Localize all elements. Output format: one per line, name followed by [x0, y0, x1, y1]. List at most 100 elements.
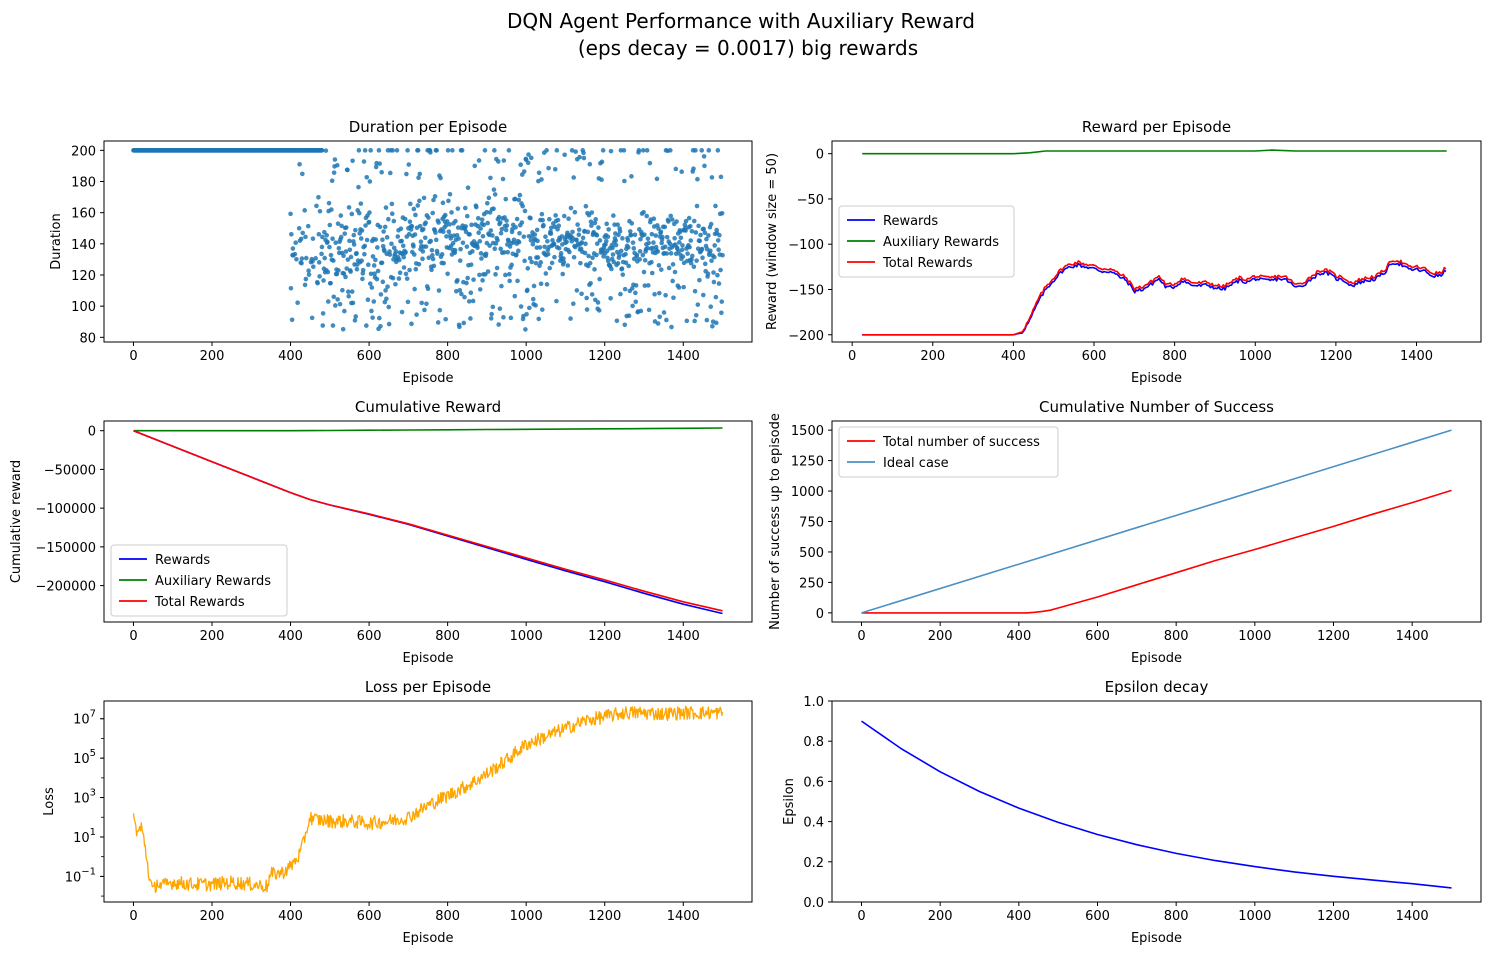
x-tick-label: 1200: [1317, 909, 1350, 924]
scatter-point: [464, 280, 469, 286]
scatter-point: [369, 308, 374, 314]
scatter-point: [504, 218, 509, 223]
scatter-point: [485, 269, 491, 274]
scatter-point: [325, 239, 330, 245]
scatter-point: [604, 221, 609, 227]
scatter-point: [476, 230, 481, 236]
y-tick-label: 0.0: [803, 896, 824, 911]
scatter-point: [292, 251, 298, 257]
scatter-point: [673, 166, 679, 172]
scatter-point: [411, 244, 416, 249]
legend-label: Total Rewards: [154, 595, 245, 610]
series-line-ideal-case: [861, 429, 1452, 614]
scatter-point: [490, 233, 495, 238]
axes-frame: [831, 700, 1482, 903]
scatter-point: [406, 231, 412, 237]
figure-title-line-2: (eps decay = 0.0017) big rewards: [578, 36, 918, 60]
scatter-point: [320, 234, 325, 240]
scatter-point: [539, 211, 545, 217]
y-tick-label: 500: [799, 546, 824, 561]
scatter-point: [696, 223, 701, 229]
x-tick-label: 1400: [1400, 349, 1433, 364]
scatter-point: [695, 176, 700, 182]
x-tick-label: 200: [200, 349, 225, 364]
scatter-point: [528, 215, 533, 221]
scatter-point: [335, 221, 341, 226]
scatter-point: [621, 148, 627, 153]
scatter-point: [498, 246, 503, 252]
scatter-point: [530, 296, 536, 302]
chart-panels: 0 200 400 600 800 1000 1200 1400 80 100 120 140 160 1…: [9, 118, 1482, 946]
scatter-point: [449, 210, 454, 215]
scatter-point: [596, 225, 601, 230]
scatter-point: [704, 236, 709, 242]
scatter-point: [386, 304, 392, 310]
scatter-point: [517, 230, 522, 236]
scatter-point: [419, 300, 425, 306]
scatter-point: [387, 252, 393, 257]
scatter-point: [371, 263, 377, 268]
scatter-point: [345, 257, 351, 262]
legend-label: Total number of success: [882, 435, 1040, 450]
scatter-point: [298, 236, 304, 242]
scatter-point: [715, 238, 721, 243]
scatter-point: [623, 251, 628, 257]
scatter-point: [479, 256, 484, 261]
x-tick-label: 400: [1006, 909, 1031, 924]
scatter-point: [571, 175, 577, 180]
scatter-point: [576, 232, 582, 237]
chart-reward: 0 200 400 600 800 1000 1200 1400 0 −50 −100 −150 −20…: [765, 118, 1482, 386]
scatter-point: [423, 244, 429, 249]
chart-epsilon: 0 200 400 600 800 1000 1200 1400 0.0 0.2 0.4 0.6 0.8…: [782, 678, 1482, 946]
scatter-point: [361, 159, 367, 164]
scatter-point: [368, 271, 374, 277]
scatter-point: [680, 254, 686, 259]
x-tick-label: 800: [1164, 629, 1189, 644]
scatter-point: [676, 249, 681, 254]
scatter-point: [408, 201, 413, 207]
scatter-point: [717, 232, 722, 238]
scatter-point: [508, 315, 514, 321]
scatter-point: [378, 323, 383, 329]
scatter-point: [380, 237, 385, 243]
scatter-point: [295, 148, 301, 153]
scatter-point: [561, 213, 567, 219]
scatter-point: [431, 197, 436, 203]
x-tick-label: 0: [129, 909, 137, 924]
scatter-point: [645, 236, 651, 241]
legend-box: [838, 205, 1015, 278]
scatter-point: [525, 266, 531, 271]
scatter-point: [492, 246, 498, 251]
y-axis-label: Cumulative reward: [9, 460, 24, 583]
scatter-point: [461, 320, 467, 326]
scatter-point: [413, 212, 418, 218]
scatter-point: [713, 294, 719, 300]
scatter-point: [415, 203, 421, 208]
scatter-point: [667, 241, 673, 247]
scatter-point: [428, 238, 434, 244]
scatter-point: [593, 217, 598, 222]
scatter-point: [469, 222, 474, 228]
scatter-point: [439, 252, 445, 257]
scatter-point: [640, 252, 646, 258]
scatter-point: [399, 309, 405, 315]
scatter-point: [429, 267, 434, 273]
scatter-point: [328, 280, 333, 286]
scatter-point: [441, 260, 447, 266]
x-tick-label: 1000: [510, 629, 543, 644]
scatter-point: [712, 243, 717, 248]
y-tick-label: 0.2: [803, 856, 824, 871]
x-tick-label: 1000: [510, 909, 543, 924]
scatter-point: [345, 289, 351, 295]
scatter-point: [614, 318, 620, 324]
scatter-point: [603, 238, 609, 244]
scatter-point: [533, 260, 539, 266]
scatter-point: [381, 229, 386, 234]
scatter-point: [384, 235, 390, 240]
scatter-point: [666, 219, 671, 224]
scatter-point: [348, 269, 353, 274]
x-tick-label: 400: [278, 349, 303, 364]
scatter-point: [468, 316, 473, 321]
scatter-point: [649, 259, 654, 265]
scatter-point: [552, 166, 558, 172]
